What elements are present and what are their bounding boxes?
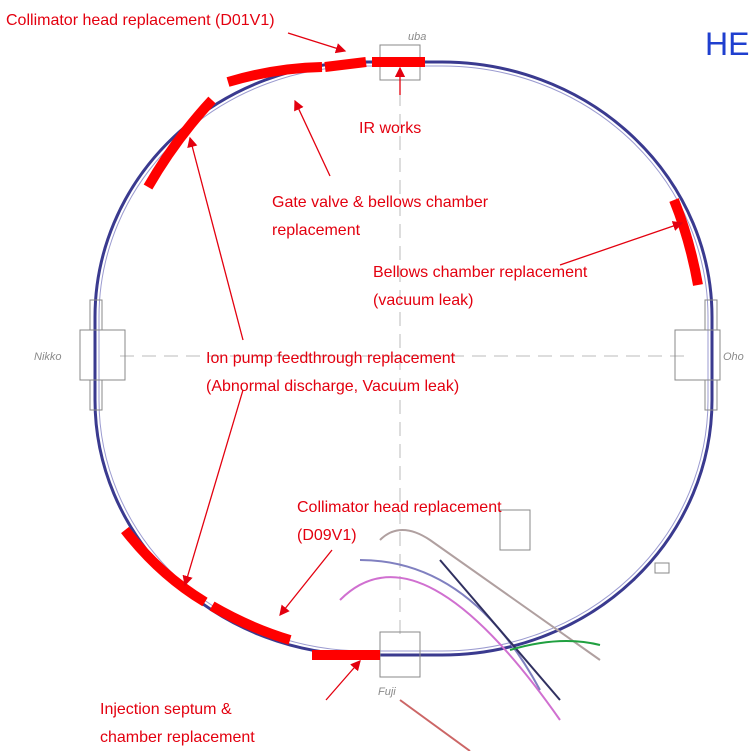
annotation: (D09V1) [297, 527, 357, 544]
annotation: Injection septum & [100, 701, 232, 718]
annotation: Bellows chamber replacement [373, 264, 588, 281]
place-label: Fuji [378, 686, 396, 698]
arrows [182, 32, 684, 701]
title: HE [705, 26, 749, 62]
work-segments [121, 57, 703, 660]
annotation: IR works [359, 120, 421, 137]
place-label: Nikko [34, 351, 62, 363]
annotation: Gate valve & bellows chamber [272, 194, 489, 211]
beamline [339, 529, 601, 751]
annotation: (Abnormal discharge, Vacuum leak) [206, 378, 459, 395]
place-label: uba [408, 31, 426, 43]
annotation: (vacuum leak) [373, 292, 473, 309]
annotation: Ion pump feedthrough replacement [206, 350, 456, 367]
annotation: replacement [272, 222, 361, 239]
annotation: chamber replacement [100, 729, 255, 746]
place-label: Oho [723, 351, 744, 363]
annotation: Collimator head replacement [297, 499, 502, 516]
annotation: Collimator head replacement (D01V1) [6, 12, 275, 29]
